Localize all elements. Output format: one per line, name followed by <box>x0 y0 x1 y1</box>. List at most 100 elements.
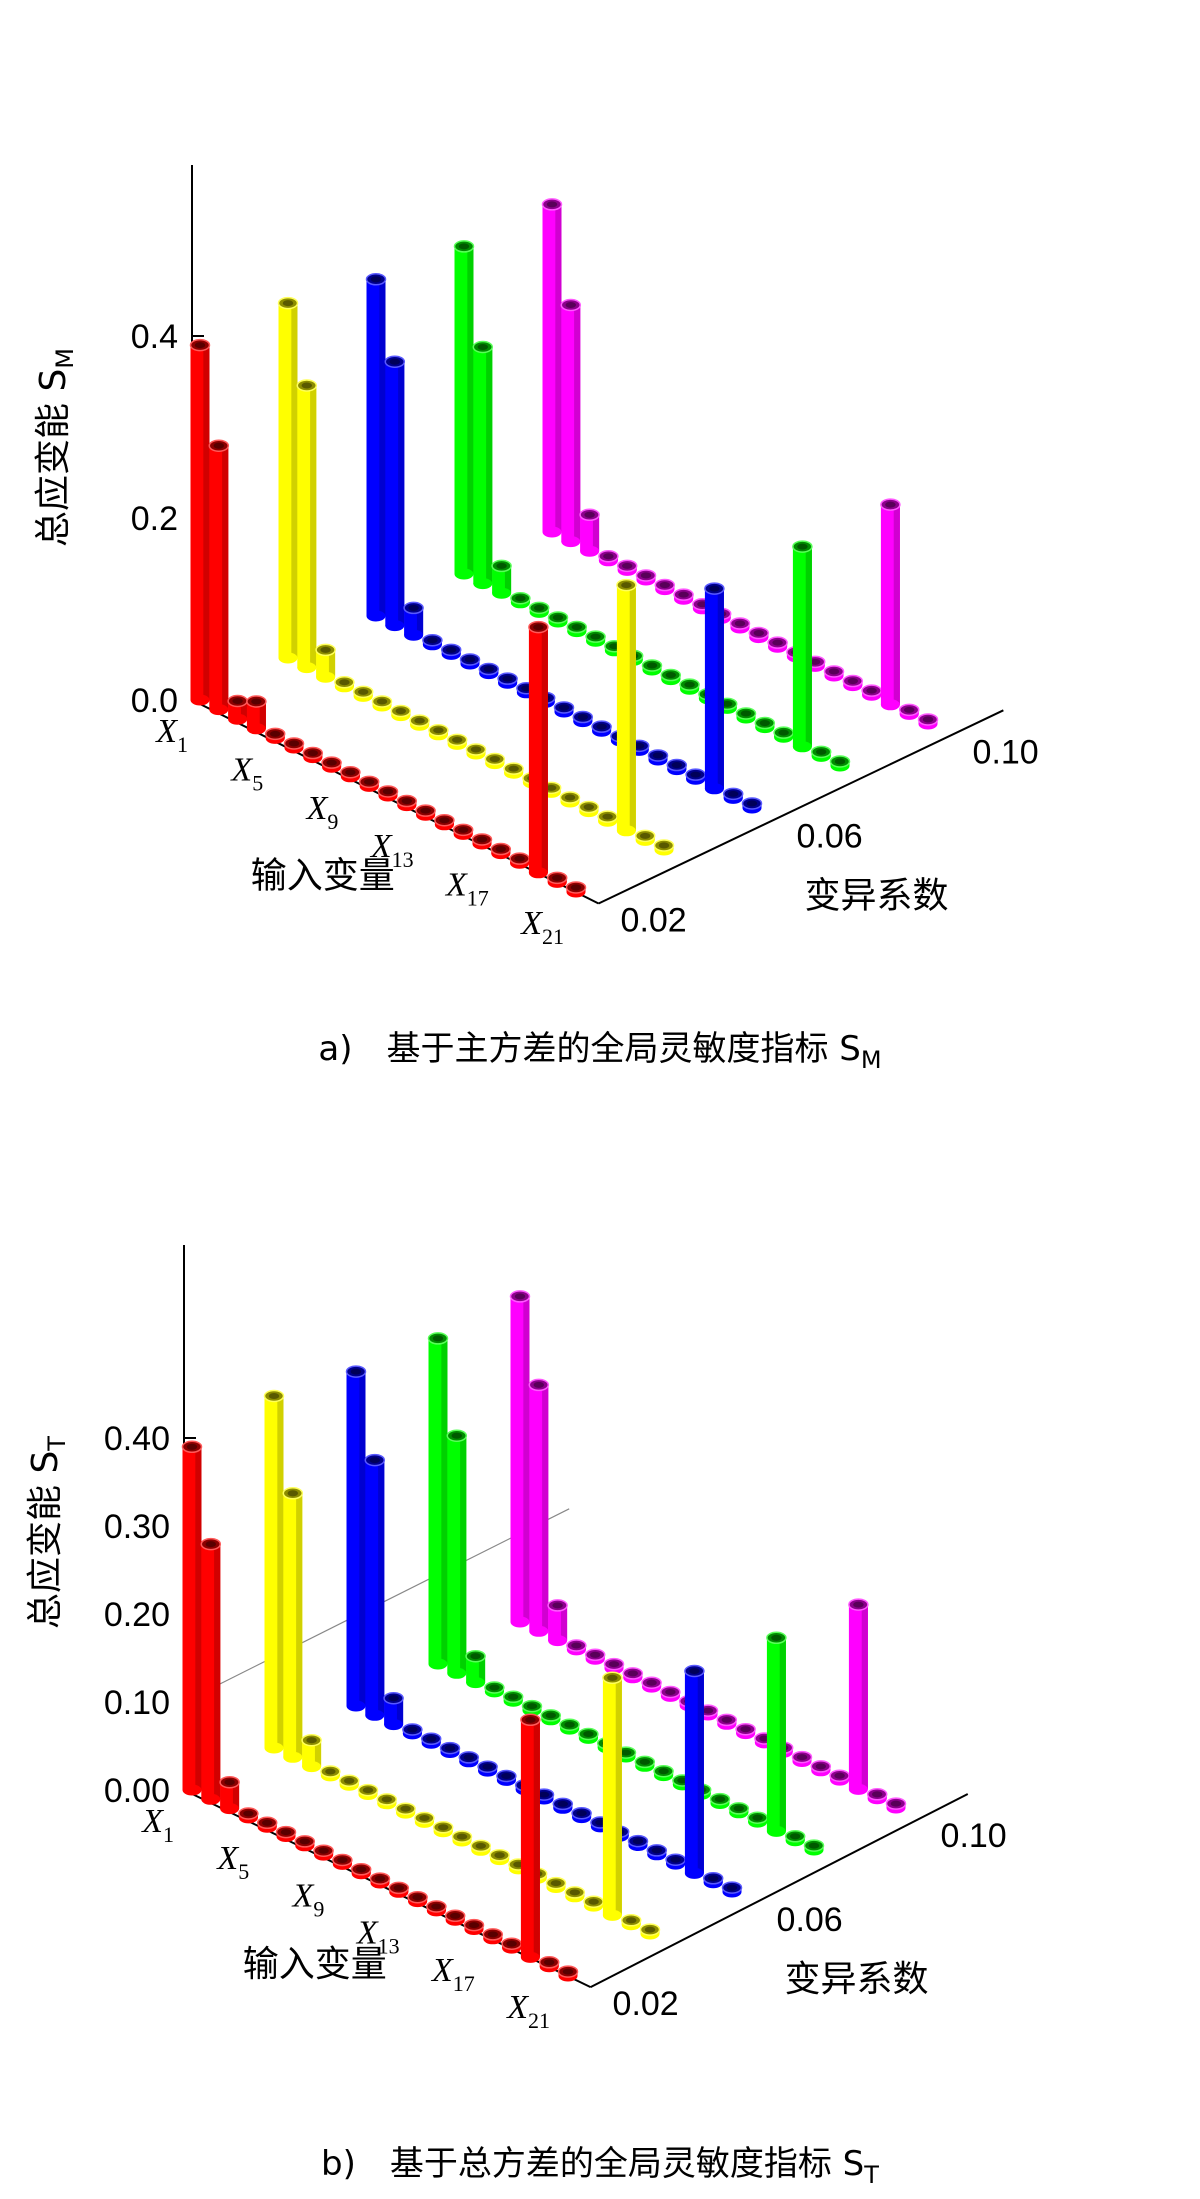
bar <box>735 707 757 724</box>
bar <box>509 1290 531 1628</box>
bar <box>665 1853 686 1870</box>
bar-top-inner <box>658 1768 669 1775</box>
bar-top-inner <box>545 784 557 791</box>
bar-top-inner <box>389 358 401 365</box>
bar-base <box>182 1784 202 1796</box>
bar-shade <box>467 246 474 574</box>
bar <box>603 1657 625 1674</box>
bar-top-inner <box>552 1602 563 1609</box>
bar <box>484 1681 505 1698</box>
bar <box>685 768 706 785</box>
bar-base <box>447 1667 467 1679</box>
bar-top-inner <box>665 672 677 679</box>
bar <box>578 1727 599 1744</box>
bar-shade <box>359 1371 366 1706</box>
bar-top-inner <box>562 1968 574 1975</box>
bar <box>622 1667 644 1684</box>
bar <box>553 701 575 718</box>
z-tick-label: 0.0 <box>131 682 178 720</box>
bar <box>791 1750 813 1767</box>
bar <box>729 617 751 634</box>
series-row <box>365 273 763 814</box>
bar-top-inner <box>412 1894 423 1901</box>
bar-top-inner <box>357 688 369 695</box>
bar-shade <box>779 1637 786 1832</box>
bar-shade <box>560 1605 568 1641</box>
bar <box>572 710 594 728</box>
bar-top-inner <box>420 807 431 814</box>
bar-top-inner <box>224 1779 235 1786</box>
bar-shade <box>697 1671 704 1874</box>
bar <box>390 704 412 722</box>
bar-top-inner <box>603 553 614 560</box>
bar-shade <box>232 1782 240 1809</box>
bar-base <box>520 1951 540 1963</box>
bar <box>559 791 581 808</box>
x-axis-label: 输入变量 <box>243 1944 387 1985</box>
bar <box>465 1649 486 1689</box>
bar-top-inner <box>205 1541 217 1548</box>
bar-top-inner <box>588 1898 599 1905</box>
bar <box>294 1835 316 1852</box>
bar-top-inner <box>557 1800 569 1807</box>
bar-top-inner <box>828 668 840 675</box>
bar <box>702 1872 724 1889</box>
bar-top-inner <box>778 729 789 736</box>
bar-top-inner <box>425 1735 437 1742</box>
bar-base <box>766 1825 786 1837</box>
figure-caption: a) 基于主方差的全局灵敏度指标 SM <box>318 1029 881 1074</box>
bar <box>377 785 399 802</box>
bar <box>263 1389 285 1754</box>
bar-shade <box>291 303 298 658</box>
bar <box>583 1895 604 1912</box>
bar-top-inner <box>431 1903 442 1910</box>
bar-top-inner <box>576 1810 587 1817</box>
bar <box>446 1429 468 1679</box>
bar <box>520 1713 541 1963</box>
bar <box>320 1765 341 1782</box>
bar-top-inner <box>815 1763 827 1770</box>
z-tick-label: 0.2 <box>131 500 178 538</box>
bar-top-inner <box>458 243 470 250</box>
bar-top-inner <box>644 1926 656 1933</box>
bar-top-inner <box>709 585 720 592</box>
bar-base <box>365 1709 385 1721</box>
bar-top-inner <box>602 813 613 820</box>
bar-shade <box>592 514 600 552</box>
bar <box>439 1741 461 1758</box>
bar-top-inner <box>382 788 394 795</box>
bar <box>490 842 512 860</box>
bar-top-inner <box>550 1880 562 1887</box>
bar-top-inner <box>194 342 206 349</box>
bar-base <box>848 1783 868 1795</box>
bar <box>521 1699 543 1716</box>
y-axis-label: 变异系数 <box>785 1959 929 2000</box>
bar <box>627 1834 649 1851</box>
bar-base <box>302 1761 322 1773</box>
axes: 0.00 0.10 0.20 0.30 0.40 总应变能 ST X1 X5 X9 X13 X17 X… <box>25 1245 1007 2033</box>
bar <box>409 714 430 731</box>
bar-top-inner <box>487 1931 499 1938</box>
bar-top-inner <box>815 748 827 755</box>
bar-top-inner <box>507 1693 519 1700</box>
bar-top-inner <box>652 752 664 759</box>
bar-base <box>561 536 581 548</box>
bar-base <box>316 671 336 683</box>
bar <box>219 1775 240 1815</box>
bar-top-inner <box>670 1856 681 1863</box>
bar <box>371 695 393 712</box>
bar-shade <box>615 1677 622 1916</box>
bar <box>340 766 361 783</box>
bar <box>426 1900 447 1917</box>
bar <box>496 1769 517 1786</box>
bar <box>208 439 230 716</box>
bar-top-inner <box>714 1796 726 1803</box>
bar <box>350 1863 372 1880</box>
bar-top-inner <box>772 639 783 646</box>
bar <box>282 1487 304 1763</box>
bar <box>635 569 657 586</box>
series-row <box>345 1365 743 1898</box>
bar-top-inner <box>538 1791 550 1798</box>
bar <box>334 676 355 693</box>
bar-top-inner <box>789 1833 801 1840</box>
